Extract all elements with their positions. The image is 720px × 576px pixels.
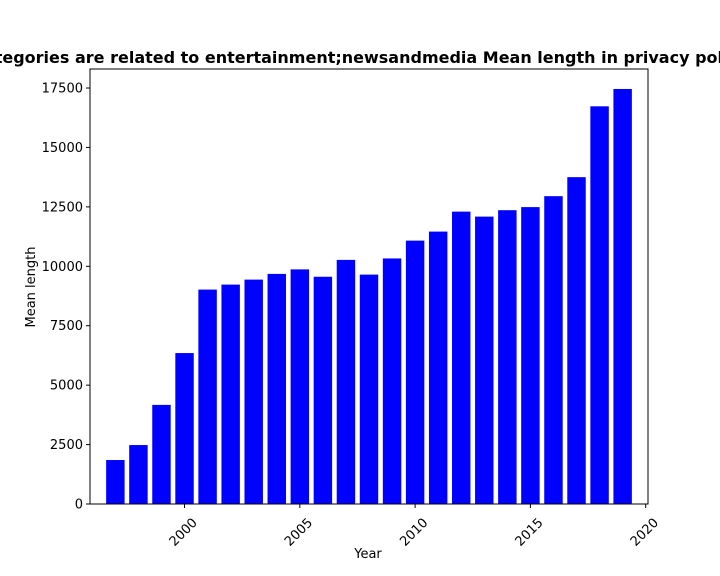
- bar-2018: [590, 106, 609, 504]
- x-tick-label: 2000: [167, 516, 201, 550]
- plot-frame: [89, 68, 649, 505]
- bars-group: [106, 88, 632, 505]
- bar-2000: [175, 353, 194, 504]
- x-tick-label: 2015: [513, 516, 547, 550]
- bar-2012: [452, 211, 471, 504]
- x-tick-label: 2010: [397, 516, 431, 550]
- x-tick-label: 2020: [628, 516, 662, 550]
- bar-2010: [405, 240, 425, 504]
- x-axis-ticks: 2000 2005 2010 2015 2020: [167, 504, 662, 550]
- bar-2008: [359, 274, 379, 504]
- y-tick-label: 17500: [42, 82, 83, 97]
- bar-2006: [313, 276, 333, 504]
- bar-2003: [244, 279, 263, 504]
- y-axis-label: Mean length: [24, 247, 39, 328]
- y-tick-label: 10000: [42, 260, 83, 275]
- y-tick-label: 7500: [50, 319, 83, 334]
- bar-2009: [382, 258, 402, 504]
- y-tick-label: 12500: [42, 200, 83, 215]
- chart-title: Categories are related to entertainment;…: [0, 48, 720, 67]
- bar-2005: [290, 269, 310, 504]
- bar-2017: [567, 177, 586, 504]
- y-tick-label: 5000: [50, 379, 83, 394]
- bar-2007: [336, 259, 356, 504]
- bar-1999: [152, 404, 171, 504]
- x-tick-label: 2005: [282, 516, 316, 550]
- bar-2011: [428, 231, 448, 505]
- y-tick-label: 2500: [50, 438, 83, 453]
- bar-2019: [613, 88, 632, 504]
- x-axis-label: Year: [353, 547, 382, 562]
- bar-1997: [106, 460, 125, 504]
- y-tick-label: 0: [75, 498, 83, 513]
- bar-2014: [498, 210, 517, 504]
- y-tick-label: 15000: [42, 141, 83, 156]
- bar-1998: [129, 445, 148, 504]
- bar-2015: [521, 207, 540, 504]
- bar-2013: [475, 216, 494, 505]
- y-axis-ticks: 0 2500 5000 7500 10000 12500 15000 17500: [42, 82, 90, 513]
- bar-2002: [221, 284, 240, 504]
- bar-2016: [544, 196, 563, 505]
- bar-2004: [267, 273, 286, 504]
- bar-2001: [198, 289, 217, 504]
